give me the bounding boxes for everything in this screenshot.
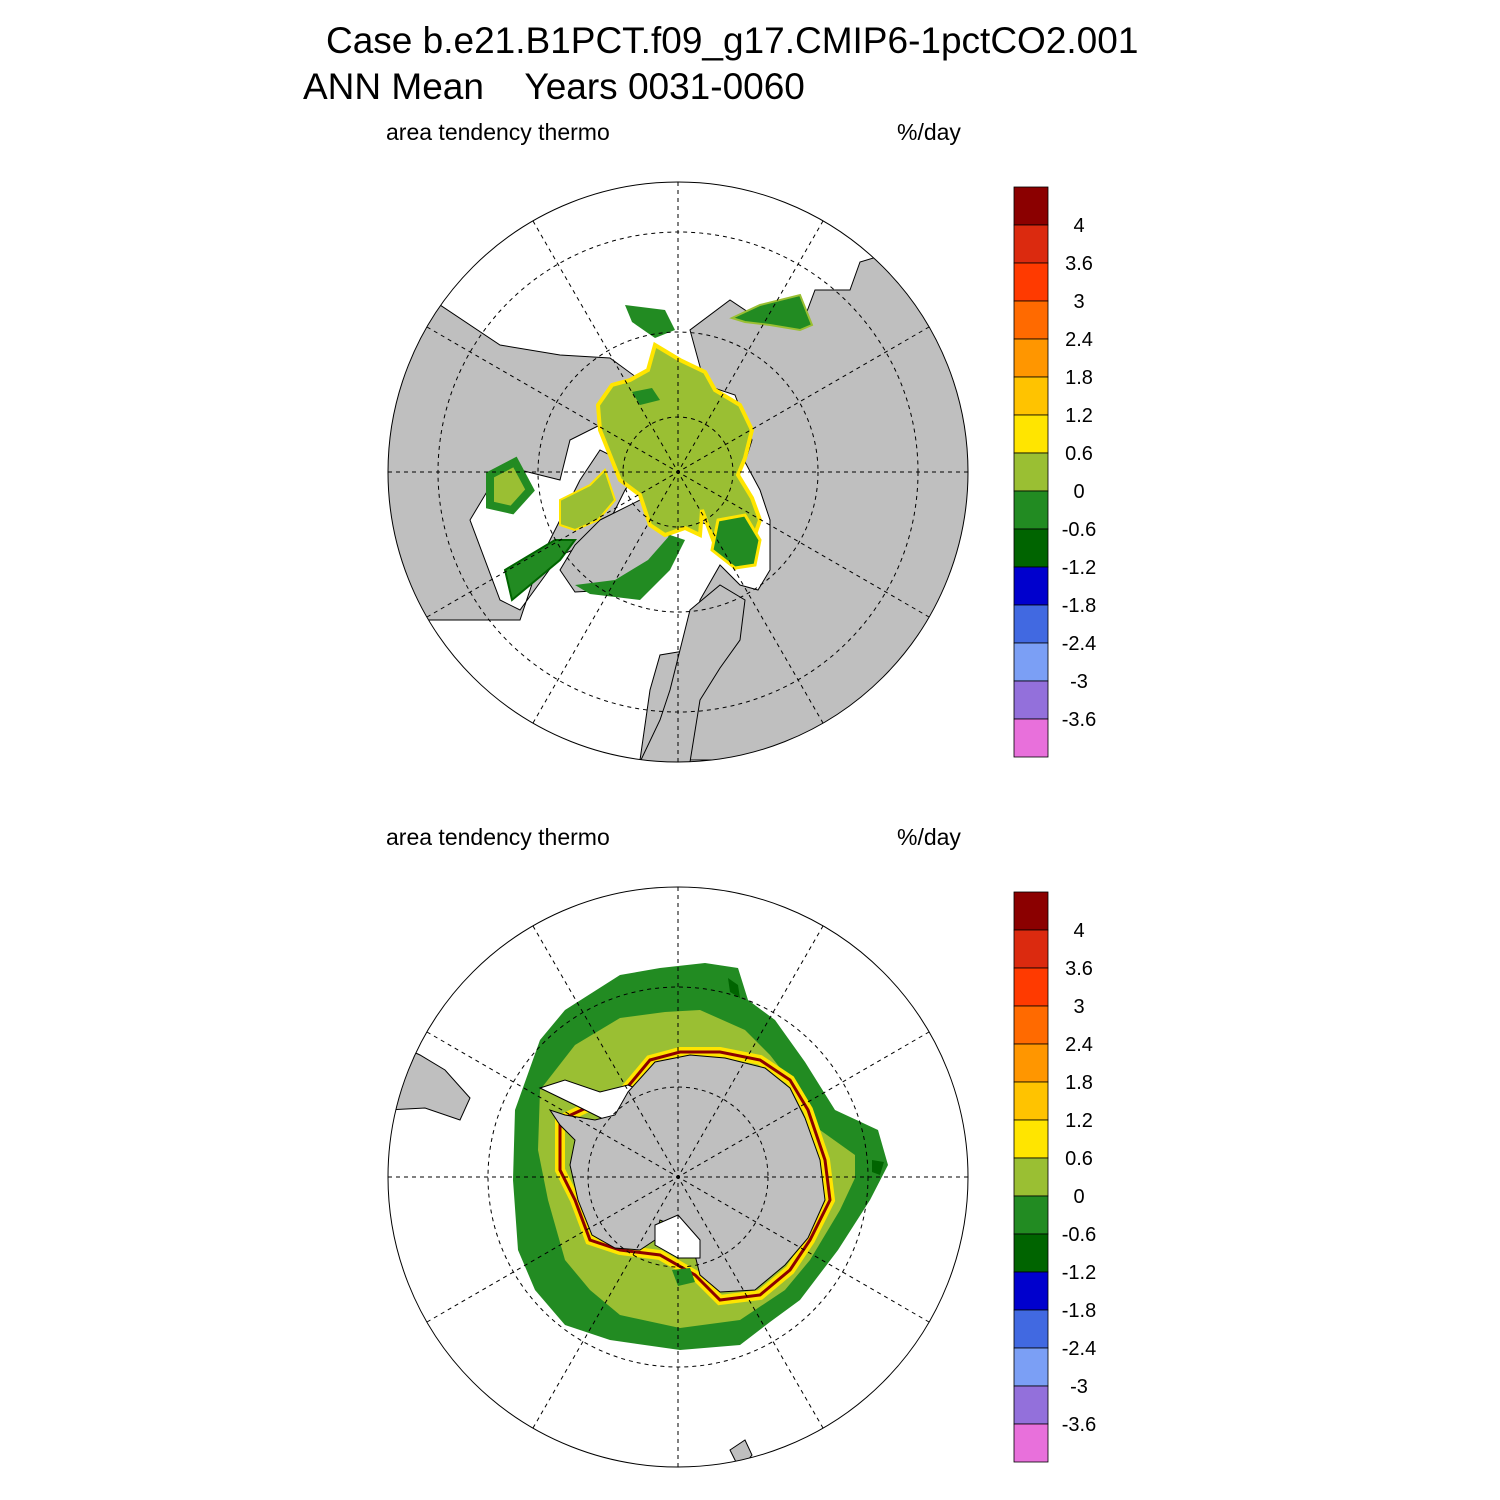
south-colorbar-swatch-1 (1013, 929, 1049, 969)
north-colorbar-tick-label: 0 (1073, 481, 1084, 503)
east-dark-patch (872, 1160, 884, 1175)
south-colorbar-tick-label: 3.6 (1065, 958, 1093, 980)
south-polar-map (387, 886, 969, 1468)
north-colorbar-swatch-10 (1013, 566, 1049, 606)
south-graticule (388, 887, 968, 1467)
south-colorbar-swatch-9 (1013, 1233, 1049, 1273)
figure-title-case: Case b.e21.B1PCT.f09_g17.CMIP6-1pctCO2.0… (326, 20, 1139, 61)
baffin-ice (559, 468, 617, 532)
north-colorbar-tick-label: 1.2 (1065, 405, 1093, 427)
north-graticule (388, 182, 968, 762)
title-years: Years 0031-0060 (524, 66, 805, 107)
north-polar-map (387, 181, 969, 763)
bering-ice (625, 305, 675, 338)
north-colorbar-tick-label: -3 (1070, 671, 1088, 693)
south-colorbar-tick-label: -1.2 (1062, 1262, 1096, 1284)
north-colorbar-tick-label: 4 (1073, 215, 1084, 237)
south-colorbar-tick-label: -2.4 (1062, 1338, 1096, 1360)
north-colorbar-tick-label: 3.6 (1065, 253, 1093, 275)
north-colorbar-tick-label: 2.4 (1065, 329, 1093, 351)
colorbar-north: 4 3.6 3 2.4 1.8 1.2 0.6 0 -0.6 -1.2 -1.8 -2.4 -3 -3.6 (1013, 186, 1096, 758)
south-map-border (387, 886, 969, 1468)
south-panel-units-label: %/day (897, 824, 961, 850)
south-colorbar-swatch-4 (1013, 1043, 1049, 1083)
antarctic-coast-red-edge (558, 1050, 832, 1302)
south-colorbar-tick-label: 1.2 (1065, 1110, 1093, 1132)
south-colorbar-swatch-14 (1013, 1423, 1049, 1463)
south-colorbar-tick-label: 2.4 (1065, 1034, 1093, 1056)
north-colorbar-swatch-7 (1013, 452, 1049, 492)
south-colorbar-swatch-10 (1013, 1271, 1049, 1311)
south-colorbar-tick-label: 3 (1073, 996, 1084, 1018)
south-colorbar-tick-label: -1.8 (1062, 1300, 1096, 1322)
south-colorbar-swatch-7 (1013, 1157, 1049, 1197)
south-colorbar-swatch-13 (1013, 1385, 1049, 1425)
south-colorbar-tick-label: 1.8 (1065, 1072, 1093, 1094)
south-colorbar-swatch-11 (1013, 1309, 1049, 1349)
north-colorbar-swatch-5 (1013, 376, 1049, 416)
north-colorbar-swatch-12 (1013, 642, 1049, 682)
north-colorbar-tick-label: 1.8 (1065, 367, 1093, 389)
north-colorbar-swatch-11 (1013, 604, 1049, 644)
south-colorbar-swatch-6 (1013, 1119, 1049, 1159)
south-colorbar-tick-label: 0 (1073, 1186, 1084, 1208)
north-colorbar-tick-label: -2.4 (1062, 633, 1096, 655)
north-colorbar-swatch-4 (1013, 338, 1049, 378)
labrador-ice (503, 539, 577, 602)
north-colorbar-swatch-3 (1013, 300, 1049, 340)
south-colorbar-swatch-12 (1013, 1347, 1049, 1387)
north-panel-variable-label: area tendency thermo (386, 119, 610, 145)
north-colorbar-tick-label: 0.6 (1065, 443, 1093, 465)
south-colorbar-swatch-2 (1013, 967, 1049, 1007)
north-panel-units-label: %/day (897, 119, 961, 145)
south-colorbar-swatch-3 (1013, 1005, 1049, 1045)
north-colorbar-swatch-13 (1013, 680, 1049, 720)
denmark-strait-ice (575, 535, 685, 600)
south-colorbar-tick-label: 4 (1073, 920, 1084, 942)
barents-ice (710, 513, 762, 570)
south-colorbar-swatch-0 (1013, 891, 1049, 931)
north-colorbar-tick-label: -3.6 (1062, 709, 1096, 731)
north-colorbar-tick-label: -1.2 (1062, 557, 1096, 579)
north-colorbar-swatch-1 (1013, 224, 1049, 264)
north-colorbar-swatch-8 (1013, 490, 1049, 530)
okhotsk-ice (729, 293, 814, 332)
north-dark-patch (728, 978, 740, 998)
title-mean: ANN Mean (303, 66, 484, 107)
colorbar-south: 4 3.6 3 2.4 1.8 1.2 0.6 0 -0.6 -1.2 -1.8 -2.4 -3 -3.6 (1013, 891, 1096, 1463)
north-colorbar-tick-label: 3 (1073, 291, 1084, 313)
north-colorbar-tick-label: -0.6 (1062, 519, 1096, 541)
north-colorbar-swatch-9 (1013, 528, 1049, 568)
north-colorbar-swatch-6 (1013, 414, 1049, 454)
south-colorbar-tick-label: 0.6 (1065, 1148, 1093, 1170)
south-panel-variable-label: area tendency thermo (386, 824, 610, 850)
south-colorbar-swatch-5 (1013, 1081, 1049, 1121)
north-colorbar-swatch-0 (1013, 186, 1049, 226)
south-colorbar-swatch-8 (1013, 1195, 1049, 1235)
north-colorbar-swatch-2 (1013, 262, 1049, 302)
south-colorbar-tick-label: -3 (1070, 1376, 1088, 1398)
hudson-bay-ice (486, 456, 535, 515)
basin-dark-patch (632, 388, 660, 405)
south-colorbar-tick-label: -3.6 (1062, 1414, 1096, 1436)
north-colorbar-tick-label: -1.8 (1062, 595, 1096, 617)
figure-title-period: ANN Mean Years 0031-0060 (303, 68, 805, 105)
north-colorbar-swatch-14 (1013, 718, 1049, 758)
south-colorbar-tick-label: -0.6 (1062, 1224, 1096, 1246)
north-map-border (387, 181, 969, 763)
